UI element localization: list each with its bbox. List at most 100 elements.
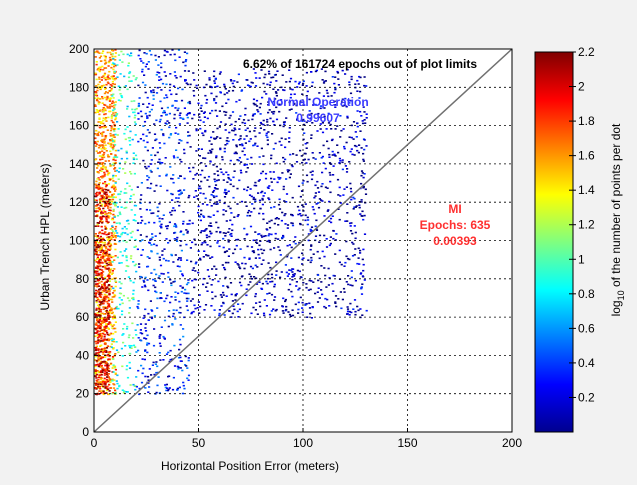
density-dot [97, 348, 100, 350]
density-dot [124, 128, 127, 131]
density-dot [354, 206, 357, 208]
density-dot [262, 195, 265, 197]
density-dot [314, 195, 317, 197]
density-dot [102, 165, 105, 168]
density-dot [291, 309, 294, 311]
density-dot [258, 106, 261, 109]
density-dot [97, 97, 100, 99]
density-dot [154, 154, 157, 157]
density-dot [239, 169, 242, 172]
density-dot [113, 108, 116, 110]
density-dot [121, 389, 124, 391]
density-dot [234, 151, 237, 154]
density-dot [103, 156, 106, 159]
density-dot [240, 171, 243, 174]
density-dot [149, 169, 152, 172]
density-dot [323, 305, 326, 308]
density-dot [291, 222, 294, 225]
density-dot [104, 319, 107, 322]
density-dot [94, 365, 97, 368]
density-dot [113, 314, 116, 317]
density-dot [98, 318, 101, 321]
density-dot [197, 271, 200, 274]
density-dot [102, 84, 106, 87]
density-dot [198, 185, 201, 187]
density-dot [173, 71, 176, 73]
density-dot [126, 391, 129, 393]
density-dot [94, 285, 97, 287]
density-dot [165, 387, 169, 389]
density-dot [100, 360, 103, 363]
density-dot [227, 241, 230, 243]
density-dot [288, 169, 291, 172]
density-dot [102, 153, 105, 156]
density-dot [293, 273, 296, 275]
density-dot [124, 270, 128, 272]
density-dot [135, 270, 138, 273]
density-dot [265, 93, 268, 95]
density-dot [108, 303, 111, 305]
density-dot [98, 370, 101, 373]
density-dot [134, 329, 137, 331]
density-dot [283, 200, 286, 202]
density-dot [348, 83, 351, 86]
density-dot [304, 203, 307, 205]
density-dot [268, 109, 271, 111]
density-dot [132, 337, 135, 339]
density-dot [271, 276, 274, 279]
density-dot [241, 150, 244, 153]
density-dot [186, 122, 189, 124]
density-dot [101, 176, 104, 179]
density-dot [218, 126, 221, 128]
density-dot [148, 131, 151, 134]
density-dot [206, 117, 209, 120]
density-dot [262, 123, 265, 126]
density-dot [144, 65, 147, 68]
density-dot [114, 167, 117, 169]
density-dot [205, 286, 208, 288]
density-dot [105, 83, 108, 86]
density-dot [277, 176, 280, 179]
density-dot [286, 224, 290, 226]
density-dot [231, 229, 234, 232]
density-dot [99, 322, 102, 325]
density-dot [97, 383, 100, 385]
density-dot [323, 80, 326, 83]
density-dot [289, 315, 293, 317]
density-dot [95, 307, 98, 310]
density-dot [102, 287, 105, 289]
density-dot [174, 132, 177, 134]
density-dot [106, 97, 109, 99]
density-dot [171, 193, 174, 196]
density-dot [123, 250, 126, 252]
density-dot [113, 379, 116, 381]
density-dot [268, 73, 271, 75]
density-dot [176, 156, 179, 159]
density-dot [113, 72, 116, 74]
density-dot [211, 109, 214, 112]
density-dot [94, 359, 97, 361]
density-dot [105, 291, 108, 294]
density-dot [179, 367, 182, 369]
density-dot [97, 272, 100, 275]
density-dot [301, 161, 304, 164]
density-dot [184, 64, 187, 67]
density-dot [282, 156, 285, 159]
density-dot [337, 194, 340, 196]
density-dot [354, 248, 357, 250]
density-dot [280, 137, 283, 140]
density-dot [152, 94, 155, 97]
density-dot [115, 380, 118, 382]
density-dot [231, 89, 235, 92]
density-dot [127, 265, 130, 268]
density-dot [141, 358, 144, 360]
density-dot [315, 69, 318, 72]
density-dot [282, 89, 285, 91]
density-dot [175, 126, 178, 129]
density-dot [94, 158, 97, 161]
density-dot [103, 249, 107, 252]
density-dot [252, 239, 255, 242]
density-dot [320, 281, 323, 283]
density-dot [353, 299, 357, 301]
density-dot [301, 182, 304, 184]
